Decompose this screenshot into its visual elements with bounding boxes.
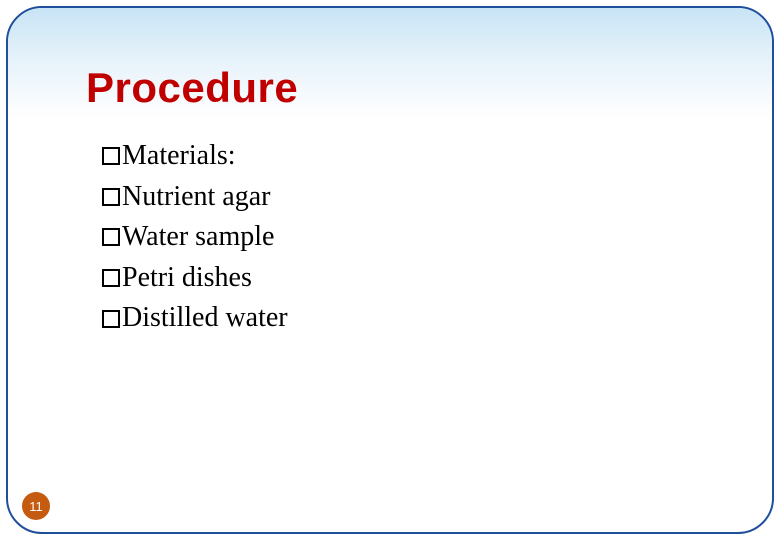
slide-title: Procedure bbox=[86, 64, 772, 112]
square-bullet-icon bbox=[102, 147, 120, 165]
list-item: Distilled water bbox=[102, 298, 772, 339]
square-bullet-icon bbox=[102, 188, 120, 206]
slide-frame: Procedure Materials: Nutrient agar Water… bbox=[6, 6, 774, 534]
page-number: 11 bbox=[29, 499, 43, 514]
list-item: Materials: bbox=[102, 136, 772, 177]
bullet-list: Materials: Nutrient agar Water sample Pe… bbox=[86, 136, 772, 339]
page-number-badge: 11 bbox=[22, 492, 50, 520]
list-item-label: Petri dishes bbox=[122, 258, 252, 299]
list-item-label: Nutrient agar bbox=[122, 177, 271, 218]
square-bullet-icon bbox=[102, 228, 120, 246]
slide-content: Procedure Materials: Nutrient agar Water… bbox=[8, 8, 772, 339]
square-bullet-icon bbox=[102, 310, 120, 328]
list-item: Water sample bbox=[102, 217, 772, 258]
list-item-label: Distilled water bbox=[122, 298, 288, 339]
list-item: Nutrient agar bbox=[102, 177, 772, 218]
list-item: Petri dishes bbox=[102, 258, 772, 299]
list-item-label: Water sample bbox=[122, 217, 274, 258]
list-item-label: Materials: bbox=[122, 136, 236, 177]
square-bullet-icon bbox=[102, 269, 120, 287]
